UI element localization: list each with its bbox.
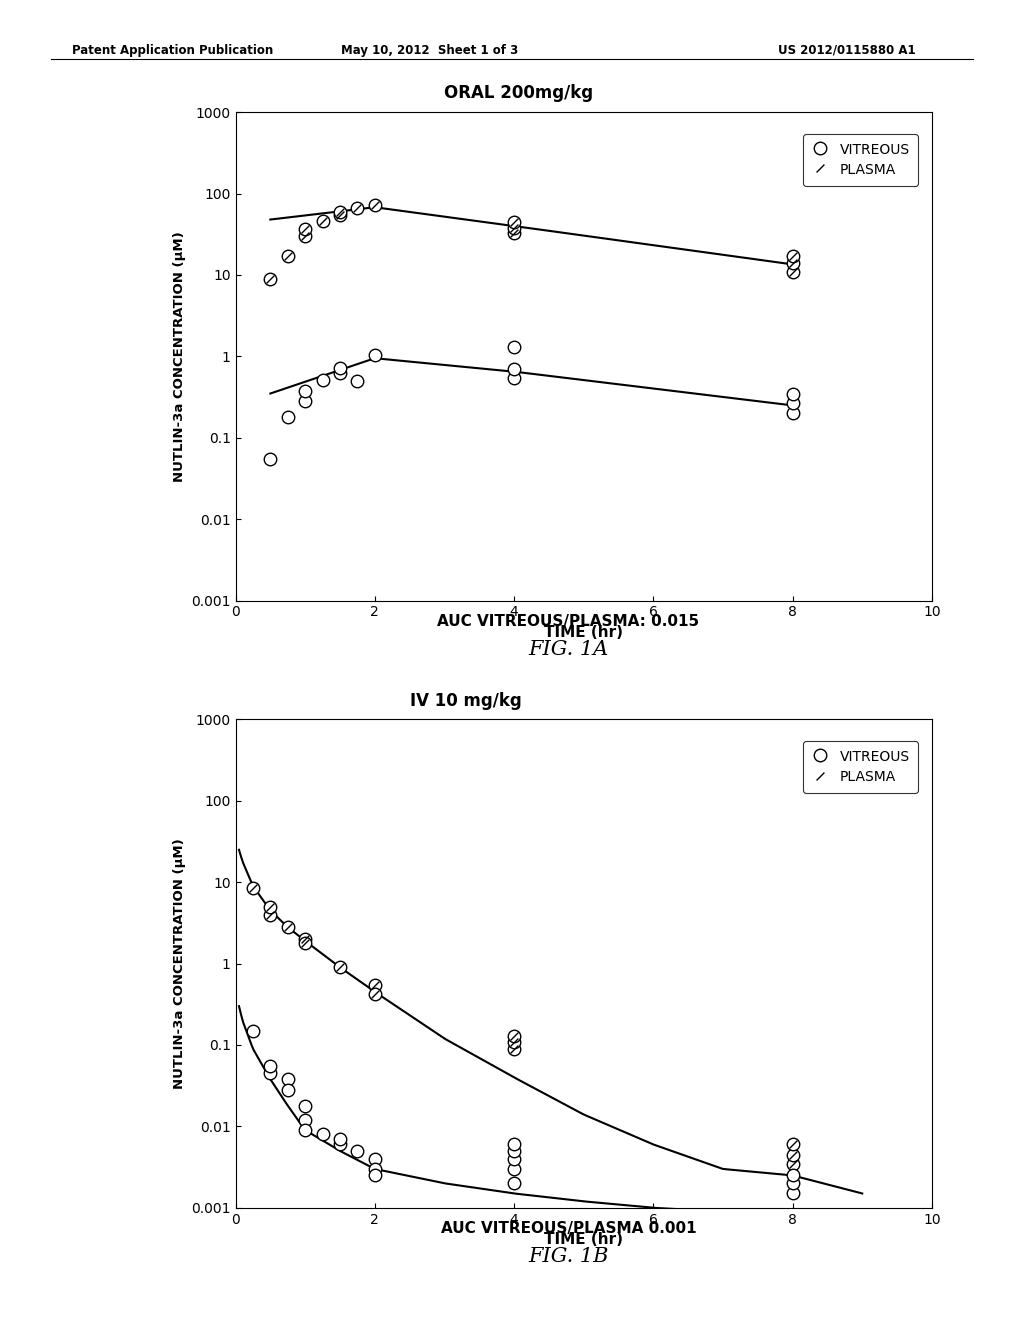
Text: IV 10 mg/kg: IV 10 mg/kg	[410, 692, 521, 710]
Text: FIG. 1A: FIG. 1A	[528, 640, 608, 659]
Y-axis label: NUTLIN-3a CONCENTRATION (μM): NUTLIN-3a CONCENTRATION (μM)	[173, 838, 185, 1089]
Text: ORAL 200mg/kg: ORAL 200mg/kg	[444, 84, 594, 103]
X-axis label: TIME (hr): TIME (hr)	[544, 624, 624, 640]
Text: US 2012/0115880 A1: US 2012/0115880 A1	[778, 44, 915, 57]
Text: May 10, 2012  Sheet 1 of 3: May 10, 2012 Sheet 1 of 3	[341, 44, 519, 57]
Text: AUC VITREOUS/PLASMA: 0.015: AUC VITREOUS/PLASMA: 0.015	[437, 614, 699, 628]
Legend: VITREOUS, PLASMA: VITREOUS, PLASMA	[804, 133, 918, 186]
Text: Patent Application Publication: Patent Application Publication	[72, 44, 273, 57]
Legend: VITREOUS, PLASMA: VITREOUS, PLASMA	[804, 741, 918, 793]
Text: AUC VITREOUS/PLASMA 0.001: AUC VITREOUS/PLASMA 0.001	[440, 1221, 696, 1236]
Y-axis label: NUTLIN-3a CONCENTRATION (μM): NUTLIN-3a CONCENTRATION (μM)	[173, 231, 185, 482]
Text: FIG. 1B: FIG. 1B	[528, 1247, 608, 1266]
X-axis label: TIME (hr): TIME (hr)	[544, 1232, 624, 1247]
